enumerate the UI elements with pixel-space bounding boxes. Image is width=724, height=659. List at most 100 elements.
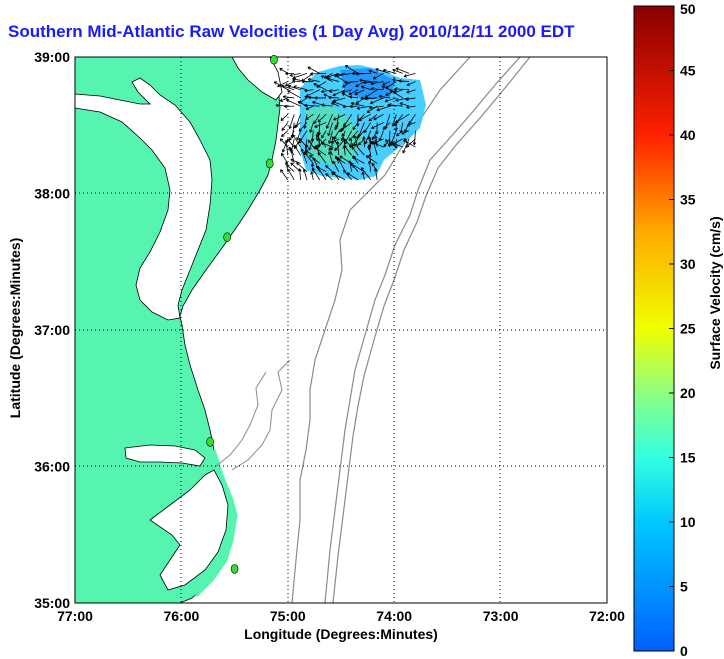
velocity-arrowhead [344, 65, 349, 69]
colorbar-label: Surface Velocity (cm/s) [707, 216, 723, 370]
velocity-vector [289, 130, 295, 141]
velocity-vector [403, 139, 416, 148]
velocity-vector [335, 114, 340, 129]
velocity-arrowhead [405, 97, 409, 101]
outer-banks [194, 449, 238, 598]
velocity-vector [307, 78, 320, 82]
chesapeake-bay [75, 77, 213, 321]
velocity-vector [285, 72, 295, 75]
velocity-vector [296, 130, 301, 141]
velocity-arrowhead [378, 137, 382, 142]
velocity-vector [303, 151, 314, 164]
velocity-arrowhead [321, 89, 325, 94]
velocity-vector [399, 102, 410, 107]
velocity-vector [356, 130, 365, 139]
colorbar-tick-label: 45 [680, 63, 696, 79]
velocity-vector [363, 122, 372, 133]
velocity-arrowhead [349, 95, 353, 99]
velocity-arrowhead [348, 91, 352, 96]
velocity-vector [370, 141, 384, 148]
velocity-vector [388, 104, 403, 107]
velocity-arrowhead [308, 139, 312, 144]
velocity-arrowhead [375, 68, 379, 72]
velocity-vector [383, 138, 391, 148]
velocity-vector [406, 105, 416, 108]
velocity-vector [368, 136, 372, 148]
colorbar-tick-label: 20 [680, 385, 696, 401]
velocity-vector [314, 122, 327, 128]
velocity-vector [280, 114, 289, 121]
velocity-arrowhead [294, 124, 299, 128]
velocity-vector [371, 163, 378, 172]
velocity-vector [406, 89, 416, 93]
grid [75, 57, 607, 603]
velocity-arrowhead [323, 93, 327, 97]
velocity-arrowhead [406, 82, 410, 87]
velocity-vector [273, 81, 289, 91]
velocity-arrowhead [356, 135, 360, 139]
velocity-vector [350, 102, 365, 107]
velocity-vector [328, 151, 333, 164]
velocity-vector [363, 81, 378, 84]
velocity-arrowhead [281, 149, 286, 153]
velocity-arrowhead [328, 151, 332, 155]
velocity-vector [352, 164, 359, 172]
velocity-vector [368, 144, 372, 156]
velocity-arrowhead [403, 74, 408, 78]
velocity-vector [290, 138, 295, 153]
velocity-vector [318, 122, 321, 136]
velocity-vector [358, 122, 365, 138]
velocity-vector [368, 70, 378, 74]
velocity-arrowhead [325, 173, 329, 177]
velocity-arrowhead [388, 103, 392, 107]
pamlico-sound [149, 469, 229, 591]
velocity-vector [326, 114, 333, 129]
velocity-arrowhead [313, 146, 317, 150]
colorbar-tick-label: 25 [680, 321, 696, 337]
colorbar-tick-label: 5 [680, 579, 688, 595]
velocity-arrowhead [308, 147, 312, 151]
velocity-vector [344, 81, 359, 84]
velocity-vector [303, 169, 308, 180]
velocity-arrowhead [314, 96, 318, 100]
velocity-arrowhead [395, 98, 399, 102]
velocity-vector [394, 88, 410, 91]
velocity-arrowhead [304, 88, 308, 93]
velocity-vector [317, 166, 327, 181]
velocity-vector [368, 114, 378, 122]
velocity-vector [332, 89, 346, 96]
velocity-arrowhead [285, 71, 289, 76]
velocity-vector [361, 86, 371, 91]
colorbar-tick-label: 0 [680, 643, 688, 659]
velocity-vector [346, 172, 359, 181]
velocity-arrowhead [313, 83, 317, 87]
velocity-vector [342, 89, 352, 94]
x-tick-label: 75:00 [270, 608, 306, 624]
x-tick-label: 77:00 [57, 608, 93, 624]
velocity-vector [375, 68, 391, 74]
velocity-arrowhead [290, 158, 294, 162]
velocity-arrowhead [280, 169, 284, 173]
velocity-vector [290, 162, 301, 172]
velocity-arrowhead [298, 140, 302, 144]
velocity-arrowhead [339, 155, 343, 159]
velocity-arrowhead [343, 123, 347, 128]
velocity-vector [296, 162, 308, 172]
colorbar-ticks: 0 5 10 15 20 25 30 35 40 45 50 [669, 1, 696, 659]
velocity-arrowhead [406, 105, 410, 109]
velocity-vector [400, 122, 404, 134]
velocity-arrowhead [358, 142, 362, 146]
colorbar-tick-label: 15 [680, 450, 696, 466]
velocity-vector [358, 113, 371, 121]
velocity-vector [351, 138, 359, 147]
velocity-vector [305, 113, 314, 120]
velocity-vector [374, 167, 378, 180]
velocity-arrowhead [281, 133, 285, 137]
velocity-vector [385, 81, 397, 89]
velocity-arrowhead [385, 85, 389, 89]
velocity-vector [405, 138, 416, 148]
velocity-vector [298, 130, 308, 144]
velocity-vector [313, 83, 327, 91]
velocity-arrowhead [309, 154, 313, 159]
velocity-arrowhead [325, 165, 329, 169]
